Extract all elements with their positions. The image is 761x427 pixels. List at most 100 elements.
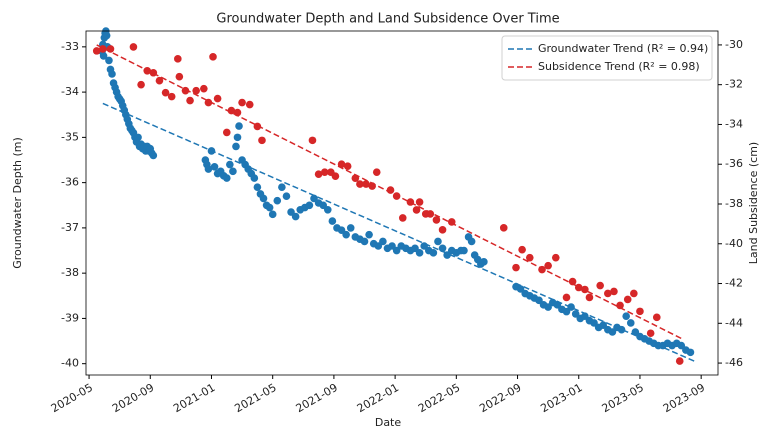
data-point <box>379 237 387 246</box>
data-point <box>258 136 266 145</box>
data-point <box>596 281 604 290</box>
data-point <box>362 180 370 188</box>
x-tick-label: 2022-05 <box>416 381 462 415</box>
data-point <box>253 183 262 191</box>
data-point <box>273 196 282 205</box>
data-point <box>342 230 350 239</box>
y-tick-label: -40 <box>61 357 79 370</box>
data-point <box>415 248 424 257</box>
data-point <box>568 277 577 286</box>
y2-axis-label: Land Subsidence (cm) <box>747 142 760 264</box>
y2-tick-label: -42 <box>725 277 743 290</box>
data-point <box>222 174 231 182</box>
data-point <box>174 55 182 63</box>
data-point <box>238 98 246 107</box>
data-point <box>415 198 424 206</box>
data-point <box>268 210 277 219</box>
data-point <box>186 96 194 105</box>
data-point <box>626 319 635 327</box>
y2-tick-label: -34 <box>725 117 743 130</box>
data-point <box>398 214 407 222</box>
data-point <box>412 206 421 214</box>
data-point <box>245 100 254 109</box>
y2-tick-label: -40 <box>725 237 743 250</box>
data-point <box>278 183 286 191</box>
y-tick-label: -35 <box>61 130 79 143</box>
data-point <box>331 172 340 180</box>
data-point <box>226 160 234 169</box>
data-point <box>622 312 630 320</box>
data-point <box>227 106 236 115</box>
y-tick-label: -39 <box>61 311 79 324</box>
data-point <box>108 70 116 78</box>
data-point <box>356 180 364 188</box>
data-point <box>235 122 243 130</box>
data-point <box>149 151 158 160</box>
data-point <box>467 237 476 246</box>
legend-label: Groundwater Trend (R² = 0.94) <box>538 42 708 55</box>
x-tick-label: 2022-01 <box>355 381 401 415</box>
data-point <box>192 86 200 95</box>
data-point <box>438 244 447 253</box>
data-point <box>574 283 583 292</box>
data-point <box>253 122 262 131</box>
y-axis-label: Groundwater Depth (m) <box>11 137 24 269</box>
data-point <box>129 43 138 51</box>
x-tick-label: 2023-05 <box>600 381 646 415</box>
data-point <box>652 313 661 322</box>
data-point <box>106 45 115 53</box>
data-point <box>617 325 626 334</box>
data-point <box>432 216 441 224</box>
y-tick-label: -34 <box>61 85 79 98</box>
data-point <box>544 261 552 270</box>
x-axis-label: Date <box>375 416 402 427</box>
data-point <box>137 80 145 89</box>
y-tick-label: -36 <box>61 176 79 189</box>
x-tick-label: 2021-05 <box>232 381 278 415</box>
data-point <box>630 289 638 298</box>
data-point <box>291 212 300 221</box>
data-point <box>328 217 337 225</box>
data-point <box>320 168 329 176</box>
data-point <box>92 47 101 55</box>
data-point <box>161 88 170 97</box>
data-point <box>204 98 213 107</box>
data-point <box>623 295 632 304</box>
data-point <box>675 357 684 365</box>
data-point <box>406 198 415 206</box>
data-point <box>175 72 184 81</box>
data-point <box>250 174 259 182</box>
data-point <box>134 133 142 142</box>
data-point <box>232 142 240 151</box>
legend: Groundwater Trend (R² = 0.94) Subsidence … <box>501 35 713 81</box>
y-tick-label: -37 <box>61 221 79 234</box>
trend-line <box>102 102 696 363</box>
x-tick-label: 2023-01 <box>538 381 584 415</box>
data-point <box>99 52 108 60</box>
data-point <box>525 253 534 262</box>
y-tick-label: -33 <box>61 40 79 53</box>
trend-line <box>96 44 684 340</box>
data-point <box>646 329 655 338</box>
y2-tick-label: -38 <box>725 197 743 210</box>
data-point <box>210 162 219 171</box>
data-point <box>265 203 274 212</box>
data-point <box>434 237 442 246</box>
data-point <box>105 56 113 65</box>
data-point <box>155 76 164 85</box>
data-point <box>604 289 612 298</box>
data-point <box>585 293 594 302</box>
data-point <box>323 205 332 214</box>
data-point <box>343 162 352 171</box>
data-point <box>229 167 237 176</box>
data-point <box>200 84 208 93</box>
data-point <box>365 230 373 239</box>
data-point <box>305 201 314 210</box>
data-point <box>360 237 369 246</box>
data-point <box>308 136 317 145</box>
data-point <box>518 245 526 254</box>
x-tick-label: 2022-09 <box>477 381 523 415</box>
data-point <box>372 168 381 176</box>
data-point <box>512 263 520 272</box>
x-tick-label: 2023-09 <box>661 381 707 415</box>
